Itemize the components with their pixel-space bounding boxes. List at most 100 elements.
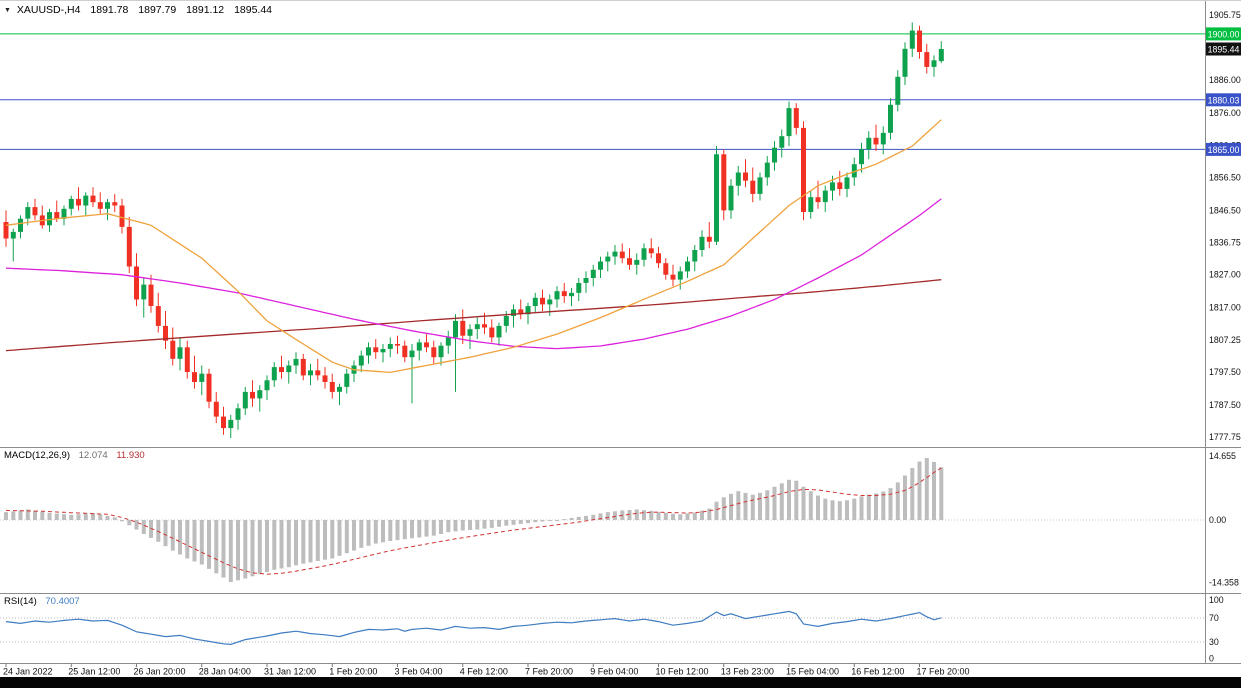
- y-axis-tick-label: 1797.50: [1209, 367, 1241, 377]
- y-axis-tick-label: 1777.75: [1209, 432, 1241, 442]
- candle-body: [511, 309, 516, 316]
- macd-histogram-bar: [547, 520, 552, 521]
- macd-histogram-bar: [91, 513, 95, 520]
- macd-histogram-bar: [576, 516, 581, 520]
- candle-body: [213, 401, 219, 417]
- x-axis-label: 4 Feb 12:00: [460, 667, 508, 677]
- macd-histogram-bar: [214, 520, 219, 574]
- macd-histogram-bar: [729, 493, 733, 520]
- candle-body: [424, 342, 429, 348]
- candle-body: [344, 373, 350, 387]
- candle-body: [706, 236, 712, 242]
- bottom-scrollbar[interactable]: [0, 677, 1241, 688]
- candle-body: [634, 259, 640, 265]
- candle-body: [764, 162, 770, 178]
- candle-body: [467, 329, 473, 336]
- current-price-tag-text: 1895.44: [1208, 45, 1240, 55]
- y-axis-tick-label: 1827.00: [1209, 270, 1241, 280]
- candle-body: [264, 380, 270, 391]
- x-axis-label: 26 Jan 20:00: [134, 667, 186, 677]
- macd-histogram-bar: [337, 520, 342, 556]
- candle-body: [54, 212, 60, 219]
- macd-histogram-bar: [714, 501, 719, 520]
- current-price-tag: [1206, 42, 1241, 56]
- ma-mid-line: [5, 198, 942, 350]
- macd-histogram-bar: [663, 513, 668, 520]
- candle-body: [844, 177, 850, 189]
- macd-histogram-bar: [308, 520, 313, 563]
- macd-tick-label: 0.00: [1209, 515, 1226, 525]
- macd-tick-label: 14.655: [1209, 451, 1236, 461]
- macd-histogram-bar: [83, 513, 88, 520]
- candle-body: [257, 390, 263, 399]
- macd-histogram-bar: [120, 520, 124, 522]
- candle-body: [496, 325, 502, 338]
- candle-body: [721, 154, 727, 211]
- candle-body: [677, 271, 683, 280]
- macd-histogram-bar: [482, 520, 487, 529]
- candle-body: [685, 261, 690, 272]
- candle-body: [170, 340, 176, 359]
- macd-histogram-bar: [511, 520, 516, 525]
- candle-body: [18, 218, 23, 232]
- macd-histogram-bar: [18, 510, 23, 520]
- macd-histogram-bar: [794, 480, 799, 520]
- price-levels-layer: [0, 33, 1205, 150]
- candle-body: [924, 52, 930, 67]
- macd-histogram-bar: [424, 520, 429, 537]
- candle-body: [489, 327, 495, 338]
- macd-histogram-bar: [185, 520, 190, 559]
- macd-histogram-bar: [294, 520, 298, 566]
- macd-histogram-bar: [598, 513, 603, 520]
- price-tag-1880.03-text: 1880.03: [1208, 95, 1240, 105]
- macd-histogram-bar: [388, 520, 393, 541]
- candle-body: [590, 269, 596, 278]
- macd-layer: [0, 458, 1205, 582]
- macd-histogram-bar: [830, 500, 835, 520]
- candle-body: [503, 316, 509, 326]
- macd-histogram-bar: [265, 520, 269, 572]
- macd-histogram-bar: [4, 512, 8, 520]
- candle-body: [279, 367, 284, 372]
- candle-body: [880, 132, 886, 145]
- candle-body: [866, 137, 872, 150]
- candle-body: [308, 370, 313, 376]
- candle-body: [859, 149, 864, 165]
- macd-histogram-bar: [917, 461, 922, 520]
- y-axis-tick-label: 1886.00: [1209, 75, 1241, 85]
- candle-body: [786, 108, 792, 137]
- macd-histogram-bar: [439, 520, 443, 534]
- macd-histogram-bar: [779, 483, 784, 520]
- macd-histogram-bar: [845, 500, 849, 520]
- macd-histogram-bar: [932, 461, 936, 520]
- candle-body: [366, 347, 371, 356]
- macd-histogram-bar: [243, 520, 248, 579]
- macd-histogram-bar: [750, 494, 755, 520]
- candle-body: [453, 320, 458, 338]
- price-tags-layer: 1900.00 1880.03 1865.00 1895.44: [1206, 27, 1241, 156]
- candle-body: [561, 291, 567, 297]
- macd-histogram-bar: [112, 517, 117, 520]
- candle-body: [837, 182, 843, 189]
- candle-body: [68, 198, 74, 209]
- candle-body: [221, 416, 226, 429]
- macd-histogram-bar: [743, 492, 748, 520]
- x-axis-label: 13 Feb 23:00: [721, 667, 774, 677]
- candle-body: [757, 177, 763, 194]
- candle-body: [337, 386, 342, 392]
- macd-histogram-bar: [221, 520, 226, 578]
- macd-histogram-bar: [816, 495, 820, 520]
- x-axis-label: 15 Feb 04:00: [786, 667, 839, 677]
- macd-histogram-bar: [801, 486, 806, 520]
- candle-body: [373, 347, 379, 353]
- macd-histogram-bar: [11, 511, 16, 520]
- macd-histogram-bar: [178, 520, 182, 555]
- macd-histogram-bar: [381, 520, 385, 543]
- candle-body: [460, 320, 466, 336]
- candle-body: [431, 347, 437, 358]
- macd-histogram-bar: [431, 520, 436, 536]
- macd-histogram-bar: [613, 511, 617, 520]
- price-tag-1865.00: [1206, 142, 1241, 156]
- macd-histogram-bar: [591, 514, 596, 520]
